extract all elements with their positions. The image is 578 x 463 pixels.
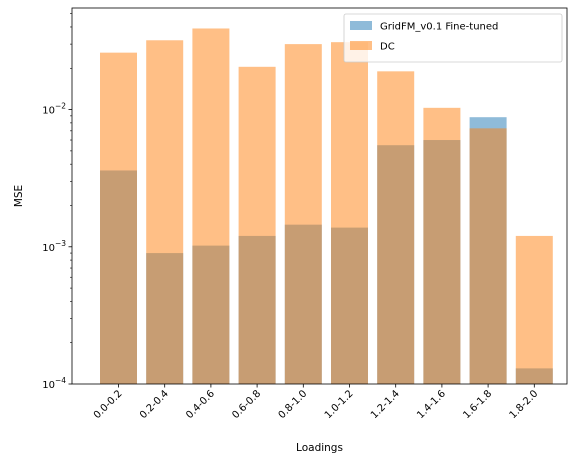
bar-dc-1.8-2.0 xyxy=(515,235,553,384)
x-tick-label: 1.6-1.8 xyxy=(461,388,494,421)
bar-dc-0.8-1.0 xyxy=(284,44,322,384)
bar-dc-0.4-0.6 xyxy=(192,28,230,384)
legend: GridFM_v0.1 Fine-tuned DC xyxy=(343,13,563,63)
x-axis-label: Loadings xyxy=(296,442,343,454)
y-tick-label: 10−3 xyxy=(42,239,66,254)
x-tick-label: 0.0-0.2 xyxy=(92,388,125,421)
bar-dc-1.6-1.8 xyxy=(469,128,507,384)
bar-dc-0.6-0.8 xyxy=(238,66,276,385)
bars-layer xyxy=(100,28,553,385)
x-tick-label: 0.6-0.8 xyxy=(230,388,263,421)
y-tick-exponent: −4 xyxy=(55,376,66,385)
x-tick-label: 1.0-1.2 xyxy=(323,388,356,421)
bar-dc-1.2-1.4 xyxy=(377,71,415,384)
x-tick-label: 0.4-0.6 xyxy=(184,388,217,421)
x-tick-label: 1.8-2.0 xyxy=(508,388,541,421)
x-tick-label: 0.8-1.0 xyxy=(277,388,310,421)
y-tick-label: 10−2 xyxy=(42,102,66,117)
bar-dc-1.0-1.2 xyxy=(331,42,368,385)
y-tick-label: 10−4 xyxy=(42,376,66,391)
y-tick-base: 10 xyxy=(42,380,55,391)
legend-label-dc: DC xyxy=(380,42,395,53)
x-axis-ticks: 0.0-0.2 0.2-0.4 0.4-0.6 0.6-0.8 0.8-1.0 1.0-1… xyxy=(92,384,541,421)
x-tick-label: 1.2-1.4 xyxy=(369,388,402,421)
y-tick-exponent: −2 xyxy=(55,102,66,111)
y-tick-base: 10 xyxy=(42,243,55,254)
y-axis-label: MSE xyxy=(13,185,25,207)
legend-label-gridfm: GridFM_v0.1 Fine-tuned xyxy=(380,22,498,33)
x-tick-label: 1.4-1.6 xyxy=(415,388,448,421)
legend-swatch-gridfm xyxy=(350,21,372,30)
legend-box xyxy=(343,13,563,63)
plot-frame xyxy=(71,7,568,385)
y-tick-exponent: −3 xyxy=(55,239,66,248)
bar-dc-0.0-0.2 xyxy=(100,52,137,384)
legend-swatch-dc xyxy=(350,41,372,50)
bar-dc-1.4-1.6 xyxy=(423,107,461,385)
y-axis-ticks: 10−410−310−2 xyxy=(42,13,72,391)
bar-dc-0.2-0.4 xyxy=(146,40,184,384)
y-tick-base: 10 xyxy=(42,106,55,117)
x-tick-label: 0.2-0.4 xyxy=(138,388,171,421)
